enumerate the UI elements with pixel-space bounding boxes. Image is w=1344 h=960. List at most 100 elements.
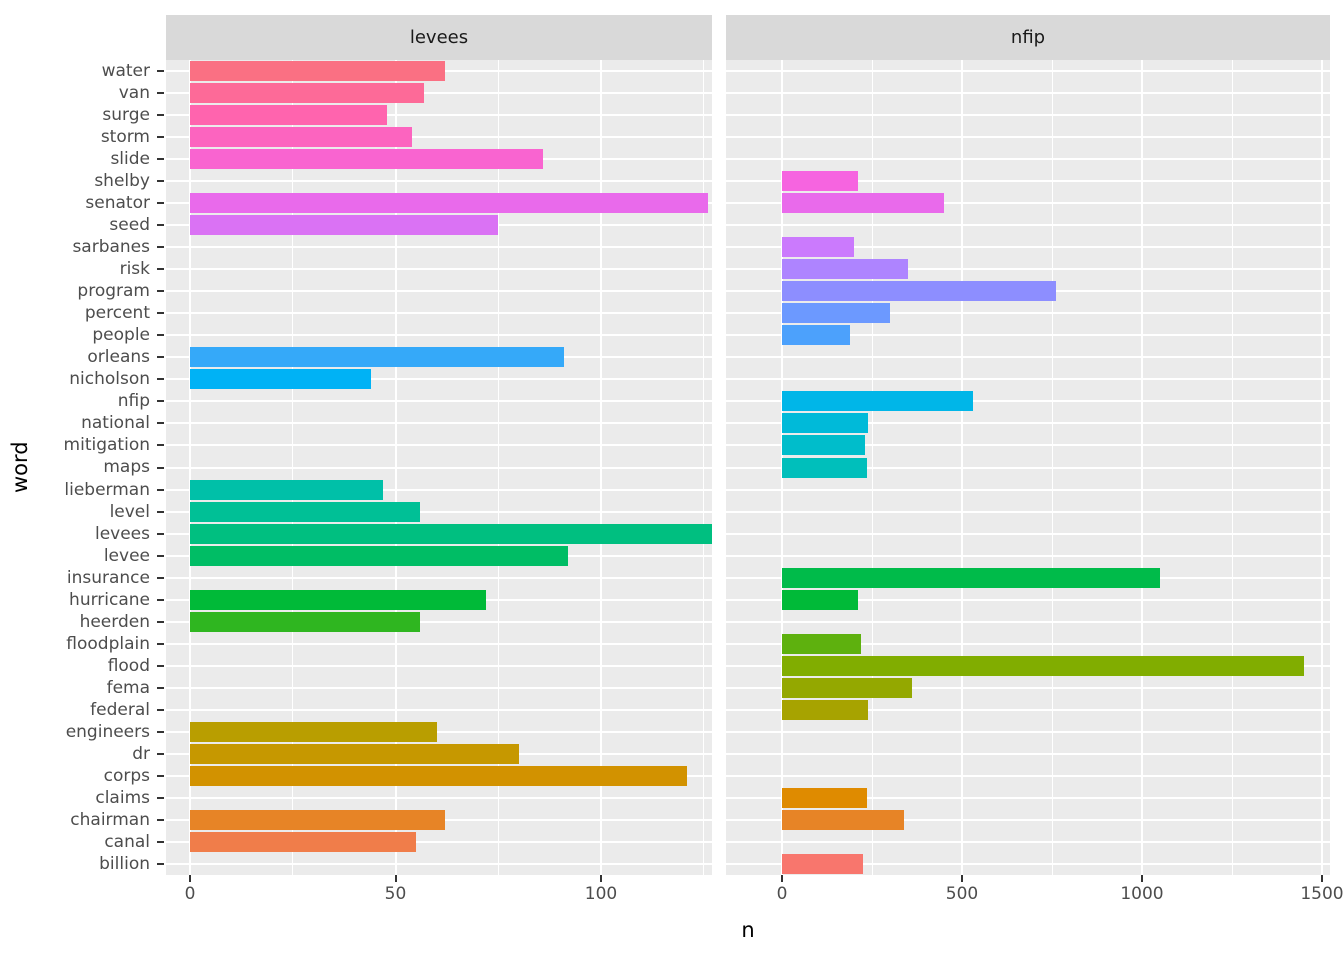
- panel-levees: [166, 60, 712, 875]
- y-axis-tick-mark: [157, 752, 164, 755]
- y-axis-tick-mark: [157, 224, 164, 227]
- bar-nfip-people: [782, 325, 851, 346]
- y-axis-label-surge: surge: [102, 105, 150, 126]
- bar-nfip-billion: [782, 853, 863, 874]
- x-axis-tick-mark: [189, 875, 191, 882]
- x-axis-tick-label: 0: [184, 884, 196, 904]
- y-axis-tick-mark: [157, 136, 164, 139]
- gridline-major-y: [166, 378, 712, 381]
- y-axis-tick-mark: [157, 378, 164, 381]
- x-axis-tick-mark: [1321, 875, 1323, 882]
- y-axis-tick-mark: [157, 686, 164, 689]
- y-axis-label-senator: senator: [85, 193, 150, 214]
- y-axis-label-percent: percent: [84, 303, 150, 324]
- y-axis-label-floodplain: floodplain: [66, 633, 150, 654]
- gridline-major-y: [726, 840, 1330, 843]
- y-axis-tick-mark: [157, 70, 164, 72]
- gridline-major-y: [166, 664, 712, 667]
- x-axis-title: n: [741, 918, 755, 942]
- gridline-major-y: [726, 510, 1330, 513]
- bar-levees-water: [190, 61, 445, 81]
- bar-nfip-claims: [782, 787, 867, 808]
- bar-nfip-federal: [782, 699, 869, 720]
- bar-levees-levee: [190, 545, 569, 566]
- bar-levees-lieberman: [190, 479, 384, 500]
- gridline-major-y: [166, 466, 712, 469]
- bar-nfip-insurance: [782, 567, 1160, 588]
- gridline-major-y: [726, 136, 1330, 139]
- gridline-major-y: [726, 224, 1330, 227]
- facet-strip-label-levees: levees: [409, 27, 469, 48]
- gridline-major-y: [726, 246, 1330, 249]
- bar-nfip-hurricane: [782, 589, 858, 610]
- x-axis-tick-mark: [600, 875, 602, 882]
- gridline-major-y: [166, 334, 712, 337]
- y-axis-tick-mark: [157, 840, 164, 843]
- bar-levees-chairman: [190, 809, 445, 830]
- bar-levees-canal: [190, 831, 417, 852]
- bar-levees-surge: [190, 105, 388, 126]
- gridline-major-y: [726, 554, 1330, 557]
- y-axis-label-insurance: insurance: [66, 567, 150, 588]
- gridline-major-y: [166, 488, 712, 491]
- y-axis-label-billion: billion: [99, 853, 150, 874]
- bar-levees-slide: [190, 149, 544, 170]
- y-axis-label-federal: federal: [90, 699, 150, 720]
- y-axis-label-national: national: [81, 413, 150, 434]
- bar-levees-engineers: [190, 721, 437, 742]
- y-axis-tick-mark: [157, 510, 164, 513]
- y-axis-label-dr: dr: [132, 743, 150, 764]
- y-axis-label-seed: seed: [109, 215, 150, 236]
- y-axis-tick-mark: [157, 818, 164, 821]
- facet-strip-nfip: nfip: [726, 15, 1330, 60]
- facet-strip-levees: levees: [166, 15, 712, 60]
- gridline-major-y: [166, 268, 712, 271]
- gridline-major-y: [166, 312, 712, 315]
- gridline-major-y: [726, 532, 1330, 535]
- bar-levees-levees: [190, 523, 712, 544]
- y-axis-label-fema: fema: [106, 677, 150, 698]
- y-axis-tick-mark: [157, 642, 164, 645]
- y-axis-tick-mark: [157, 268, 164, 271]
- x-axis-tick-label: 50: [384, 884, 407, 904]
- gridline-major-y: [166, 862, 712, 865]
- gridline-major-y: [726, 774, 1330, 777]
- gridline-major-y: [166, 246, 712, 249]
- gridline-major-y: [166, 444, 712, 447]
- y-axis-tick-mark: [157, 356, 164, 359]
- y-axis-tick-mark: [157, 114, 164, 117]
- gridline-major-y: [726, 92, 1330, 95]
- x-axis-tick-label: 0: [776, 884, 788, 904]
- gridline-major-y: [726, 686, 1330, 689]
- gridline-major-y: [726, 378, 1330, 381]
- y-axis-tick-mark: [157, 246, 164, 249]
- gridline-major-y: [726, 752, 1330, 755]
- y-axis-label-risk: risk: [119, 259, 150, 280]
- bar-nfip-maps: [782, 457, 867, 478]
- y-axis-label-van: van: [118, 83, 150, 104]
- gridline-major-y: [726, 422, 1330, 425]
- gridline-major-y: [166, 642, 712, 645]
- y-axis-label-canal: canal: [104, 831, 150, 852]
- x-axis-tick-label: 500: [945, 884, 979, 904]
- gridline-major-y: [166, 136, 712, 139]
- bar-levees-hurricane: [190, 589, 486, 610]
- bar-nfip-shelby: [782, 171, 858, 192]
- gridline-major-y: [166, 620, 712, 623]
- gridline-major-y: [166, 576, 712, 579]
- gridline-major-y: [726, 400, 1330, 403]
- bar-nfip-senator: [782, 193, 944, 214]
- gridline-major-y: [726, 158, 1330, 161]
- x-axis-tick-mark: [394, 875, 397, 882]
- y-axis-label-claims: claims: [95, 787, 150, 808]
- x-axis-tick-mark: [1141, 875, 1143, 882]
- y-axis-label-lieberman: lieberman: [64, 479, 150, 500]
- y-axis-tick-mark: [157, 92, 164, 95]
- gridline-major-y: [726, 180, 1330, 183]
- gridline-major-y: [166, 510, 712, 513]
- y-axis-tick-mark: [157, 444, 164, 447]
- y-axis-label-heerden: heerden: [79, 611, 150, 632]
- y-axis-tick-mark: [157, 290, 164, 293]
- gridline-major-y: [726, 268, 1330, 271]
